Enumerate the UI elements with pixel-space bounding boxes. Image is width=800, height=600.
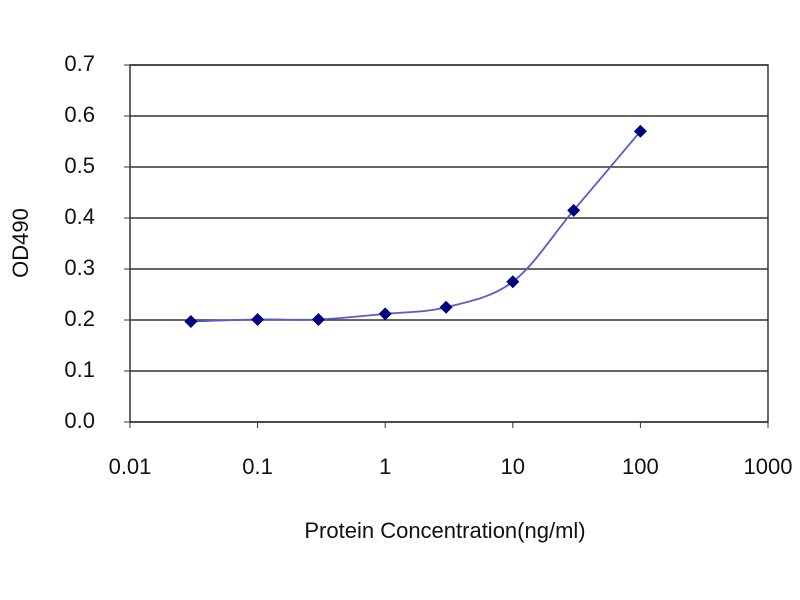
data-point	[633, 124, 647, 138]
data-point	[184, 315, 198, 329]
y-tick-label: 0.3	[64, 255, 95, 280]
data-point	[311, 312, 325, 326]
x-tick-label: 100	[622, 454, 659, 479]
data-point	[378, 307, 392, 321]
y-tick-label: 0.2	[64, 306, 95, 331]
x-tick-label: 1	[379, 454, 391, 479]
y-tick-label: 0.7	[64, 51, 95, 76]
data-point	[506, 275, 520, 289]
data-line	[190, 130, 642, 323]
y-tick-label: 0.5	[64, 153, 95, 178]
x-axis-label: Protein Concentration(ng/ml)	[304, 518, 585, 543]
data-point	[251, 312, 265, 326]
y-axis-label: OD490	[8, 208, 33, 278]
y-tick-label: 0.4	[64, 204, 95, 229]
x-tick-label: 0.01	[109, 454, 152, 479]
y-tick-label: 0.1	[64, 357, 95, 382]
data-point	[439, 300, 453, 314]
y-tick-label: 0.0	[64, 408, 95, 433]
x-tick-label: 10	[501, 454, 525, 479]
plot-frame	[129, 64, 769, 423]
data-point	[567, 203, 581, 217]
x-tick-label: 1000	[744, 454, 793, 479]
x-tick-label: 0.1	[242, 454, 273, 479]
y-tick-label: 0.6	[64, 102, 95, 127]
